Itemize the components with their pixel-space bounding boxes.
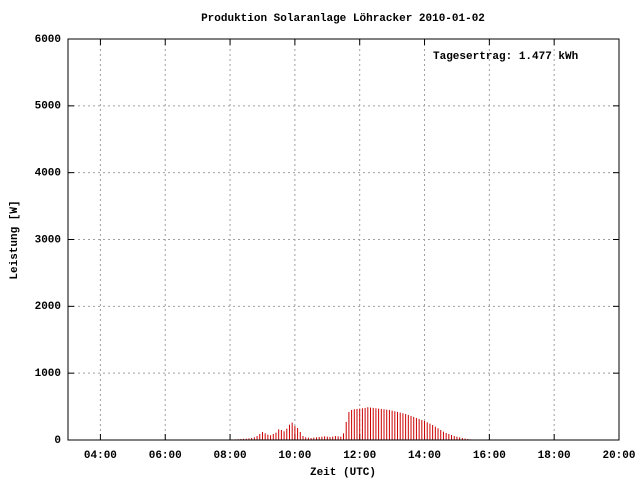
x-tick-label: 12:00 [343, 450, 376, 462]
x-axis-label: Zeit (UTC) [310, 467, 376, 479]
x-tick-label: 18:00 [538, 450, 571, 462]
y-tick-label: 1000 [35, 368, 61, 380]
x-tick-label: 10:00 [278, 450, 311, 462]
y-tick-label: 5000 [35, 101, 61, 113]
x-tick-label: 14:00 [408, 450, 441, 462]
plot-border [67, 38, 620, 441]
x-tick-label: 06:00 [149, 450, 182, 462]
y-tick-label: 0 [54, 435, 61, 447]
y-tick-label: 4000 [35, 168, 61, 180]
y-tick-label: 6000 [35, 34, 61, 46]
annotation: Tagesertrag: 1.477 kWh [433, 51, 578, 63]
chart-title: Produktion Solaranlage Löhracker 2010-01… [201, 13, 485, 25]
y-tick-label: 3000 [35, 234, 61, 246]
y-tick-label: 2000 [35, 301, 61, 313]
y-axis-label: Leistung [W] [9, 200, 21, 279]
x-tick-label: 08:00 [214, 450, 247, 462]
x-tick-label: 20:00 [602, 450, 635, 462]
x-tick-label: 16:00 [473, 450, 506, 462]
x-tick-label: 04:00 [84, 450, 117, 462]
